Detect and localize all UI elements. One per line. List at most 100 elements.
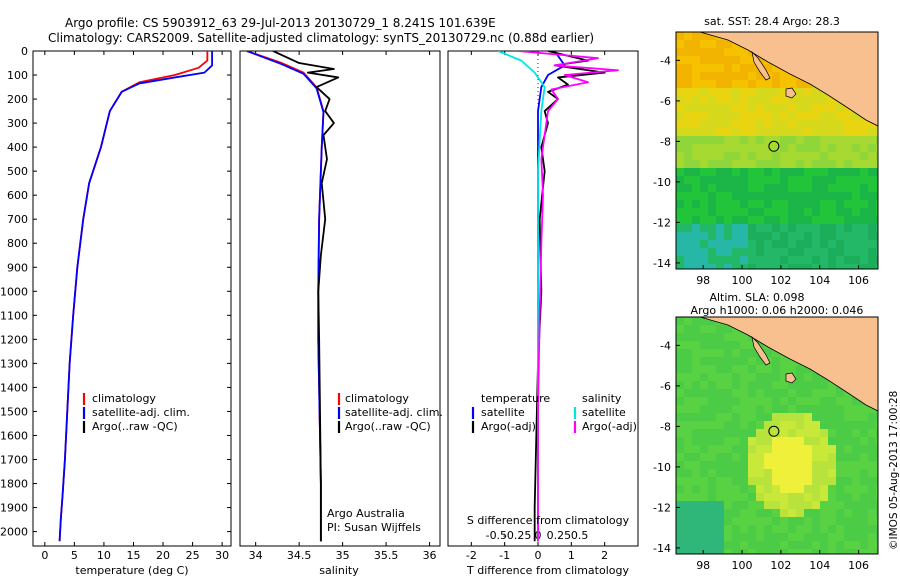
heatmap-cell xyxy=(876,232,878,240)
heatmap-cell xyxy=(676,453,684,461)
heatmap-cell xyxy=(732,184,740,192)
heatmap-cell xyxy=(836,525,844,533)
heatmap-cell xyxy=(876,429,878,437)
heatmap-cell xyxy=(684,549,692,554)
heatmap-cell xyxy=(868,485,876,493)
heatmap-cell xyxy=(860,429,868,437)
heatmap-cell xyxy=(828,437,836,445)
heatmap-cell xyxy=(812,501,820,509)
heatmap-cell xyxy=(812,120,820,128)
heatmap-cell xyxy=(700,421,708,429)
heatmap-cell xyxy=(692,429,700,437)
heatmap-cell xyxy=(836,389,844,397)
heatmap-cell xyxy=(804,461,812,469)
heatmap-cell xyxy=(796,88,804,96)
heatmap-cell xyxy=(716,429,724,437)
heatmap-cell xyxy=(676,373,684,381)
heatmap-cell xyxy=(732,333,740,341)
heatmap-cell xyxy=(756,248,764,256)
heatmap-cell xyxy=(756,357,764,365)
heatmap-cell xyxy=(796,501,804,509)
heatmap-cell xyxy=(860,168,868,176)
heatmap-cell xyxy=(876,509,878,517)
heatmap-cell xyxy=(860,469,868,477)
heatmap-cell xyxy=(820,248,828,256)
heatmap-cell xyxy=(764,493,772,501)
legend-t-satellite-label: satellite xyxy=(481,406,525,419)
heatmap-cell xyxy=(676,96,684,104)
heatmap-cell xyxy=(700,168,708,176)
heatmap-cell xyxy=(876,144,878,152)
heatmap-cell xyxy=(748,248,756,256)
heatmap-cell xyxy=(708,469,716,477)
heatmap-cell xyxy=(716,445,724,453)
heatmap-cell xyxy=(780,373,788,381)
heatmap-cell xyxy=(756,88,764,96)
heatmap-cell xyxy=(828,208,836,216)
heatmap-cell xyxy=(788,80,796,88)
heatmap-cell xyxy=(812,160,820,168)
salinity-panel: 34 34.5 35 35.5 36 salinity climatology sate… xyxy=(239,50,443,577)
salinity-series xyxy=(246,51,340,542)
heatmap-cell xyxy=(764,429,772,437)
heatmap-cell xyxy=(828,469,836,477)
heatmap-cell xyxy=(812,96,820,104)
heatmap-cell xyxy=(748,501,756,509)
heatmap-cell xyxy=(724,437,732,445)
heatmap-cell xyxy=(676,120,684,128)
heatmap-cell xyxy=(676,184,684,192)
heatmap-cell xyxy=(852,176,860,184)
heatmap-cell xyxy=(684,192,692,200)
heatmap-cell xyxy=(740,144,748,152)
heatmap-cell xyxy=(876,485,878,493)
difference-series xyxy=(497,51,619,542)
heatmap-cell xyxy=(812,152,820,160)
heatmap-cell xyxy=(724,493,732,501)
heatmap-cell xyxy=(836,128,844,136)
heatmap-cell xyxy=(684,40,692,48)
heatmap-cell xyxy=(820,501,828,509)
difference-legend: temperature satellite Argo(-adj) salinit… xyxy=(471,392,637,433)
heatmap-cell xyxy=(780,509,788,517)
heatmap-cell xyxy=(724,144,732,152)
heatmap-cell xyxy=(796,192,804,200)
heatmap-cell xyxy=(780,365,788,373)
heatmap-cell xyxy=(836,453,844,461)
depth-tick-label: 1700 xyxy=(0,453,28,466)
heatmap-cell xyxy=(820,216,828,224)
heatmap-cell xyxy=(788,477,796,485)
heatmap-cell xyxy=(708,72,716,80)
heatmap-cell xyxy=(700,96,708,104)
heatmap-cell xyxy=(764,445,772,453)
heatmap-cell xyxy=(684,32,692,40)
sst-map-land xyxy=(699,32,878,127)
heatmap-cell xyxy=(724,541,732,549)
heatmap-cell xyxy=(844,533,852,541)
heatmap-cell xyxy=(804,413,812,421)
heatmap-cell xyxy=(812,256,820,264)
heatmap-cell xyxy=(796,517,804,525)
heatmap-cell xyxy=(756,208,764,216)
heatmap-cell xyxy=(828,216,836,224)
heatmap-cell xyxy=(860,208,868,216)
heatmap-cell xyxy=(740,485,748,493)
heatmap-cell xyxy=(876,501,878,509)
heatmap-cell xyxy=(716,152,724,160)
heatmap-cell xyxy=(700,461,708,469)
map-x-tick-label: 98 xyxy=(696,559,710,572)
heatmap-cell xyxy=(716,509,724,517)
heatmap-cell xyxy=(724,160,732,168)
salinity-x-tick-label: 35.5 xyxy=(374,549,399,562)
heatmap-cell xyxy=(796,136,804,144)
heatmap-cell xyxy=(716,453,724,461)
heatmap-cell xyxy=(868,421,876,429)
heatmap-cell xyxy=(700,325,708,333)
heatmap-cell xyxy=(764,485,772,493)
heatmap-cell xyxy=(756,232,764,240)
heatmap-cell xyxy=(708,421,716,429)
heatmap-cell xyxy=(780,501,788,509)
heatmap-cell xyxy=(852,192,860,200)
heatmap-cell xyxy=(748,216,756,224)
heatmap-cell xyxy=(748,96,756,104)
heatmap-cell xyxy=(804,501,812,509)
